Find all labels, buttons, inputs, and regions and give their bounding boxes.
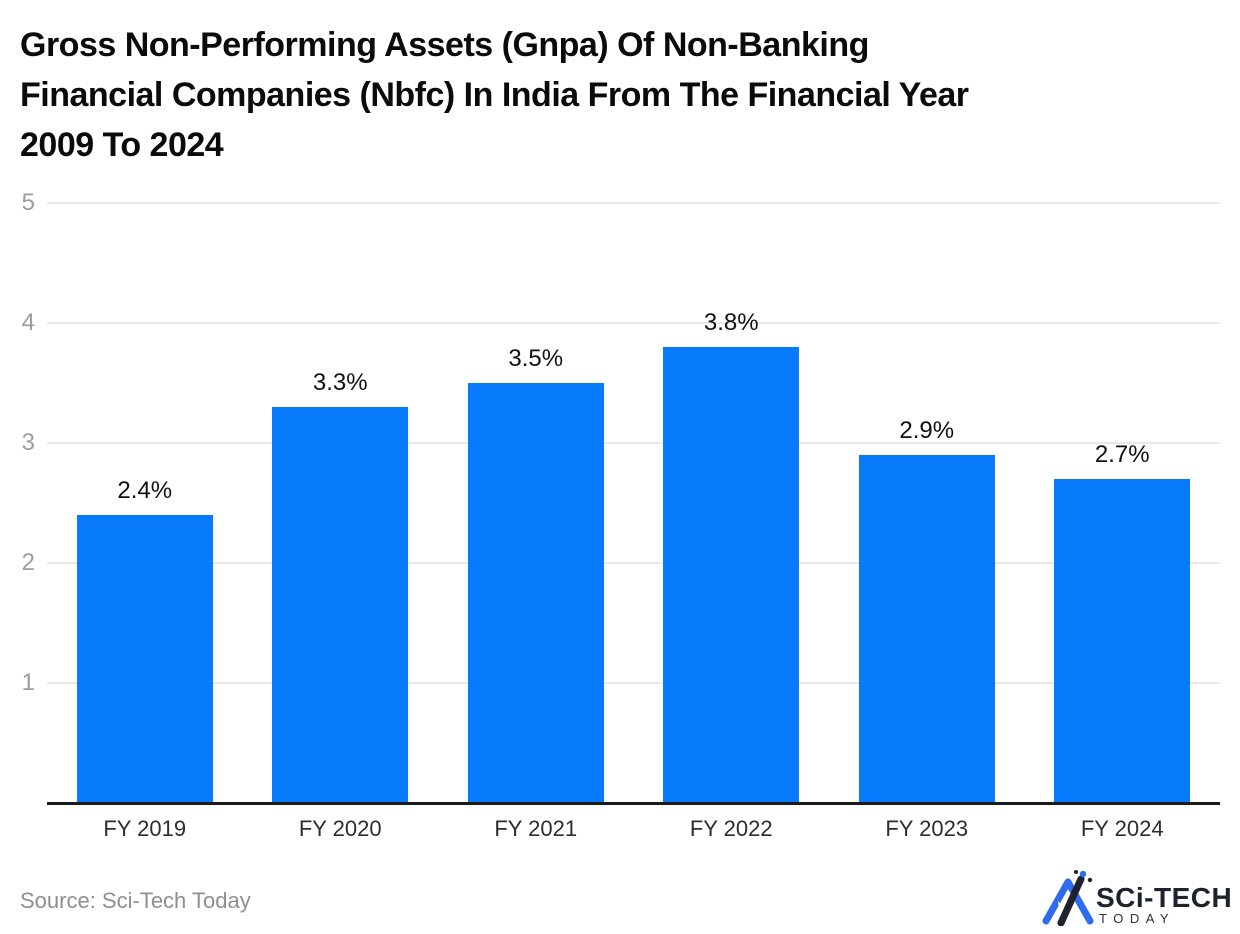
bar-slot-fy-2020: 3.3% FY 2020 bbox=[243, 203, 439, 841]
bar-slot-fy-2019: 2.4% FY 2019 bbox=[47, 203, 243, 841]
bar-value-label-fy-2023: 2.9% bbox=[899, 417, 955, 444]
chart-title-line-3: 2009 To 2024 bbox=[20, 126, 224, 164]
gridline-2 bbox=[47, 562, 1220, 564]
x-axis-line bbox=[47, 802, 1220, 805]
bar-slot-fy-2023: 2.9% FY 2023 bbox=[829, 203, 1025, 841]
chart-title: Gross Non-Performing Assets (Gnpa) Of No… bbox=[20, 20, 1230, 170]
x-axis-label-fy-2019: FY 2019 bbox=[103, 816, 187, 841]
x-axis-label-fy-2023: FY 2023 bbox=[885, 816, 969, 841]
gridline-1 bbox=[47, 682, 1220, 684]
bar-fy-2019: 2.4% bbox=[76, 477, 213, 803]
bar-value-label-fy-2019: 2.4% bbox=[117, 477, 173, 504]
bar-slot-fy-2022: 3.8% FY 2022 bbox=[634, 203, 830, 841]
x-axis-label-fy-2021: FY 2021 bbox=[494, 816, 578, 841]
chart-title-line-2: Financial Companies (Nbfc) In India From… bbox=[20, 76, 969, 114]
x-axis-label-fy-2020: FY 2020 bbox=[298, 816, 382, 841]
gridline-3 bbox=[47, 442, 1220, 444]
gridline-4 bbox=[47, 322, 1220, 324]
y-axis-label-5: 5 bbox=[21, 189, 35, 216]
bar-value-label-fy-2021: 3.5% bbox=[508, 345, 564, 372]
bar-value-label-fy-2024: 2.7% bbox=[1094, 441, 1150, 468]
x-axis-label-fy-2022: FY 2022 bbox=[689, 816, 773, 841]
gridline-5 bbox=[47, 202, 1220, 204]
logo-dot-icon bbox=[1079, 870, 1087, 878]
y-axis-label-4: 4 bbox=[21, 309, 35, 336]
logo-triangle-icon bbox=[1042, 870, 1094, 926]
bar-fy-2022: 3.8% bbox=[663, 309, 800, 803]
bar-value-label-fy-2022: 3.8% bbox=[703, 309, 759, 336]
logo-dot-icon bbox=[1074, 870, 1078, 874]
bar-slot-fy-2021: 3.5% FY 2021 bbox=[438, 203, 634, 841]
sci-tech-today-logo: SCi-TECH TODAY bbox=[1042, 870, 1230, 926]
y-axis-label-1: 1 bbox=[21, 669, 35, 696]
y-axis-label-3: 3 bbox=[21, 429, 35, 456]
logo-pencil-icon bbox=[1057, 875, 1085, 926]
bar-value-label-fy-2020: 3.3% bbox=[312, 369, 368, 396]
y-axis-label-2: 2 bbox=[21, 549, 35, 576]
x-axis-label-fy-2024: FY 2024 bbox=[1080, 816, 1164, 841]
logo-subtext: TODAY bbox=[1099, 911, 1175, 926]
logo-wordmark: SCi-TECH bbox=[1096, 882, 1230, 913]
bar-fy-2020: 3.3% bbox=[272, 369, 409, 803]
bar-slot-fy-2024: 2.7% FY 2024 bbox=[1025, 203, 1221, 841]
bar-fy-2024: 2.7% bbox=[1054, 441, 1191, 803]
bar-fy-2021: 3.5% bbox=[467, 345, 604, 803]
source-caption: Source: Sci-Tech Today bbox=[20, 888, 251, 913]
chart-title-line-1: Gross Non-Performing Assets (Gnpa) Of No… bbox=[20, 26, 869, 64]
logo-dot-icon bbox=[1087, 877, 1093, 883]
bar-series: 2.4% FY 2019 3.3% FY 2020 3.5% FY 2021 3.8% FY … bbox=[47, 203, 1221, 841]
bar-fy-2023: 2.9% bbox=[858, 417, 995, 803]
